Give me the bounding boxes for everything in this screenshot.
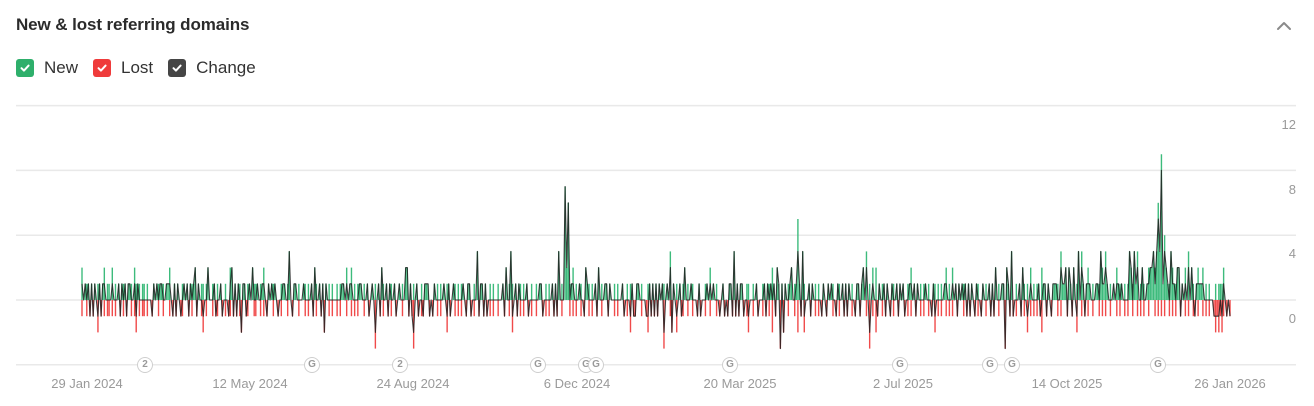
google-update-marker[interactable]: G <box>1150 356 1166 373</box>
chevron-up-icon <box>1277 22 1291 30</box>
chart-area[interactable]: 12 8 4 0 29 Jan 2024 12 May 2024 24 Aug … <box>0 95 1314 406</box>
google-update-marker[interactable]: G <box>588 356 604 373</box>
chart-legend: New Lost Change <box>16 58 256 78</box>
legend-item-lost[interactable]: Lost <box>93 58 153 78</box>
collapse-button[interactable] <box>1274 16 1294 36</box>
y-tick-12: 12 <box>1281 117 1296 132</box>
legend-label-lost: Lost <box>121 58 154 77</box>
series-change <box>81 169 1231 350</box>
check-icon <box>20 64 30 72</box>
google-update-marker[interactable]: G <box>1004 356 1020 373</box>
x-tick-label: 20 Mar 2025 <box>703 376 777 391</box>
checkbox-lost[interactable] <box>93 59 112 77</box>
google-update-marker[interactable]: G <box>892 356 908 373</box>
legend-item-new[interactable]: New <box>16 58 78 78</box>
check-icon <box>172 64 182 72</box>
check-icon <box>97 64 107 72</box>
google-update-marker[interactable]: G <box>722 356 738 373</box>
annotation-count-marker[interactable]: 2 <box>392 356 408 373</box>
google-update-marker[interactable]: G <box>982 356 998 373</box>
legend-label-new: New <box>44 58 79 77</box>
chart-plot[interactable] <box>0 95 1314 406</box>
x-tick-label: 14 Oct 2025 <box>1031 376 1103 391</box>
y-tick-0: 0 <box>1288 311 1296 326</box>
google-update-marker[interactable]: G <box>304 356 320 373</box>
x-tick-label: 26 Jan 2026 <box>1194 376 1266 391</box>
series-lost <box>81 300 1231 349</box>
checkbox-change[interactable] <box>168 59 187 77</box>
y-tick-4: 4 <box>1288 246 1296 261</box>
x-tick-label: 12 May 2024 <box>212 376 288 391</box>
annotation-count-marker[interactable]: 2 <box>137 356 153 373</box>
x-tick-label: 29 Jan 2024 <box>51 376 123 391</box>
x-tick-label: 6 Dec 2024 <box>543 376 611 391</box>
x-tick-label: 2 Jul 2025 <box>873 376 933 391</box>
y-tick-8: 8 <box>1288 182 1296 197</box>
legend-item-change[interactable]: Change <box>168 58 256 78</box>
chart-title: New & lost referring domains <box>16 15 250 34</box>
google-update-marker[interactable]: G <box>530 356 546 373</box>
x-tick-label: 24 Aug 2024 <box>376 376 450 391</box>
checkbox-new[interactable] <box>16 59 34 77</box>
legend-label-change: Change <box>196 58 256 77</box>
